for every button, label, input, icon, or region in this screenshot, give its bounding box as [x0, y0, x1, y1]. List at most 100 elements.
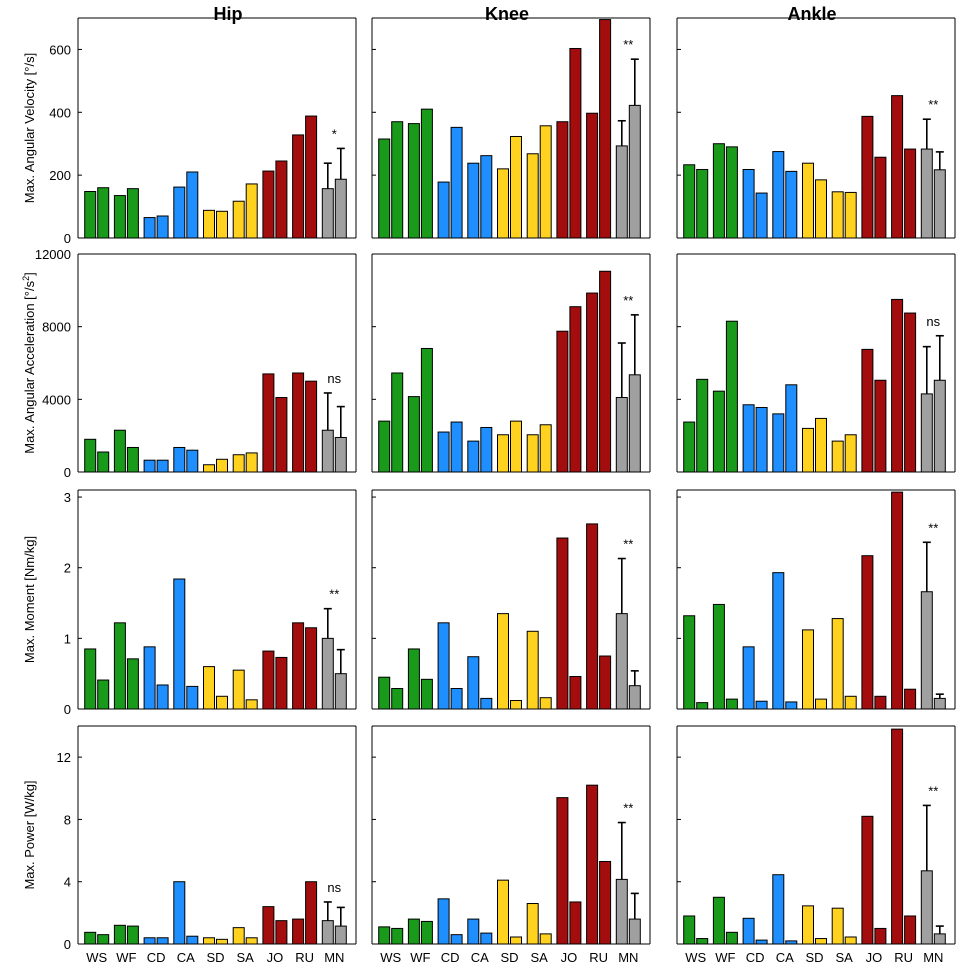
panel-knee-row3: WS WF CD CA SD SA JO RU MN ** [371, 725, 651, 965]
bar-sa-1 [831, 191, 844, 239]
bar-jo-1 [861, 815, 874, 945]
bar-wf-1 [113, 429, 126, 473]
bar-ws-2 [696, 702, 709, 710]
significance-label: ** [928, 520, 938, 535]
x-tick-label-mn: MN [923, 950, 943, 965]
x-tick-label-sd: SD [500, 950, 518, 965]
y-axis-label-row0: Max. Angular Velocity [°/s] [22, 53, 37, 203]
bar-cd-2 [156, 684, 169, 710]
bar-ru-2 [904, 312, 917, 473]
bar-mn-2 [933, 933, 946, 945]
x-tick-label-cd: CD [441, 950, 460, 965]
bar-wf-1 [113, 622, 126, 710]
y-axis-label-row1: Max. Angular Acceleration [°/s2] [21, 272, 37, 453]
bar-cd-1 [437, 431, 450, 473]
bar-cd-1 [437, 898, 450, 945]
bar-mn-1 [615, 878, 628, 945]
column-title-knee: Knee [485, 4, 529, 24]
bar-ws-2 [97, 679, 110, 710]
bar-mn-1 [321, 637, 334, 710]
bar-ws-2 [97, 934, 110, 945]
bar-ws-1 [378, 138, 391, 239]
bar-sa-1 [831, 907, 844, 945]
bar-ru-1 [586, 523, 599, 710]
bar-sd-2 [510, 135, 522, 239]
bar-wf-1 [712, 603, 725, 710]
bar-sd-2 [216, 458, 228, 473]
bar-ca-1 [467, 162, 480, 239]
y-tick-label: 8000 [42, 320, 71, 335]
bar-mn-1 [321, 188, 334, 239]
bar-ru-2 [904, 148, 917, 239]
bar-sd-1 [497, 434, 509, 473]
bar-jo-2 [569, 901, 582, 945]
bar-wf-1 [712, 896, 725, 945]
bar-sa-2 [245, 183, 258, 239]
bar-ca-1 [772, 874, 785, 945]
bar-ws-1 [84, 648, 97, 710]
bar-mn-2 [933, 169, 946, 239]
bar-ca-2 [785, 384, 798, 473]
panel-hip-row0: 0 200 400 600 * [49, 17, 357, 246]
bar-cd-1 [143, 646, 156, 710]
bar-wf-1 [407, 396, 420, 473]
bar-sa-2 [844, 936, 857, 945]
bar-ru-1 [891, 728, 904, 945]
bar-sa-2 [245, 937, 258, 945]
bar-wf-2 [126, 925, 139, 945]
bar-ru-1 [891, 95, 904, 239]
bar-ru-1 [891, 298, 904, 473]
bar-ca-2 [186, 449, 199, 473]
bar-mn-2 [334, 925, 347, 945]
bar-ca-1 [173, 186, 186, 239]
bar-jo-1 [556, 330, 569, 473]
bar-mn-1 [321, 429, 334, 473]
significance-label: ns [926, 314, 940, 329]
bar-wf-1 [407, 648, 420, 710]
panel-ankle-row0: ** [676, 17, 956, 239]
bar-jo-2 [874, 156, 887, 239]
bar-ru-2 [599, 19, 612, 239]
bar-sd-1 [203, 666, 215, 710]
bar-ws-1 [378, 676, 391, 710]
bar-sd-1 [802, 162, 814, 239]
y-tick-label: 0 [64, 702, 71, 717]
bar-ws-2 [696, 168, 709, 239]
bar-wf-1 [407, 123, 420, 239]
bar-wf-1 [113, 195, 126, 239]
x-tick-label-ws: WS [380, 950, 401, 965]
bar-sd-2 [815, 698, 827, 710]
y-axis-label-row3: Max. Power [W/kg] [22, 780, 37, 889]
bar-ru-1 [292, 372, 305, 473]
bar-ru-1 [586, 112, 599, 239]
bar-ca-1 [467, 918, 480, 945]
bar-cd-1 [742, 646, 755, 710]
bar-ws-1 [378, 926, 391, 945]
bar-ru-1 [292, 134, 305, 239]
bar-cd-1 [437, 181, 450, 239]
bar-wf-2 [420, 920, 433, 945]
bar-ca-2 [186, 171, 199, 239]
bar-jo-1 [861, 555, 874, 710]
bar-ws-1 [683, 164, 696, 239]
panels: 0200400600*****04000800012000ns**ns0123*… [35, 17, 956, 965]
bar-ws-1 [84, 438, 97, 473]
bar-sa-2 [245, 699, 258, 710]
bar-ca-2 [785, 940, 798, 945]
bar-ca-1 [772, 151, 785, 239]
bar-ca-2 [480, 932, 493, 945]
bar-sd-2 [815, 938, 827, 945]
x-tick-label-cd: CD [746, 950, 765, 965]
significance-label: * [332, 126, 337, 141]
x-tick-label-ws: WS [86, 950, 107, 965]
bar-mn-2 [334, 178, 347, 239]
panel-ankle-row3: WS WF CD CA SD SA JO RU MN ** [676, 725, 956, 965]
bar-sd-1 [497, 168, 509, 239]
bar-ws-2 [696, 378, 709, 473]
bar-cd-1 [143, 459, 156, 473]
bar-wf-1 [113, 924, 126, 945]
panel-knee-row0: ** [371, 17, 651, 239]
bar-cd-2 [450, 421, 463, 473]
bar-cd-1 [437, 622, 450, 710]
bar-cd-2 [450, 934, 463, 945]
